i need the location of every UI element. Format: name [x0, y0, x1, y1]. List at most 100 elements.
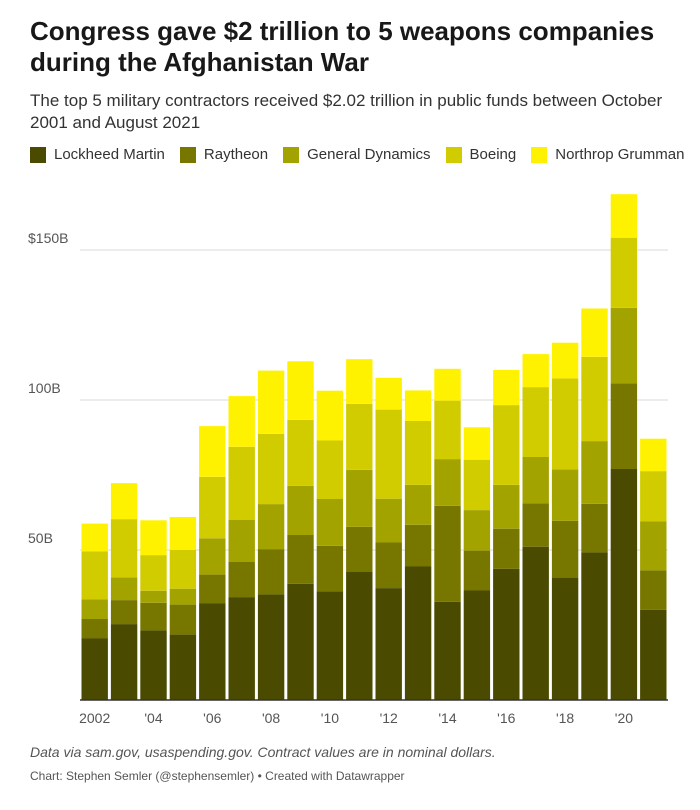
- legend-item: Raytheon: [179, 146, 268, 163]
- bar-segment: [257, 370, 285, 434]
- bar-segment: [346, 469, 373, 527]
- bar-segment: [551, 577, 579, 700]
- source-note: Data via sam.gov, usaspending.gov. Contr…: [30, 744, 496, 760]
- x-tick-label: '16: [497, 710, 515, 726]
- bar-segment: [375, 498, 402, 543]
- bar-segment: [375, 588, 402, 700]
- bar-segment: [610, 469, 638, 700]
- bar-segment: [316, 390, 344, 441]
- chart-title: Congress gave $2 trillion to 5 weapons c…: [30, 16, 655, 77]
- bar-segment: [140, 590, 167, 603]
- x-tick-label: '04: [144, 710, 162, 726]
- bar-segment: [346, 403, 373, 470]
- bar-segment: [81, 551, 108, 600]
- bar-segment: [287, 419, 314, 486]
- legend-label: Northrop Grumman: [555, 146, 685, 163]
- bar-segment: [463, 550, 491, 591]
- bar-segment: [287, 485, 314, 535]
- bar-segment: [493, 568, 520, 700]
- bar-segment: [169, 634, 197, 700]
- bar-segment: [551, 520, 579, 578]
- bar-segment: [110, 519, 138, 578]
- bar-segment: [199, 538, 226, 575]
- bar-segment: [81, 523, 108, 552]
- bar-segment: [81, 619, 108, 639]
- bar-segment: [463, 590, 491, 700]
- bar-segment: [346, 359, 373, 404]
- bar-segment: [228, 446, 255, 520]
- bar-segment: [463, 459, 491, 511]
- bar-segment: [257, 594, 285, 700]
- chart-credit: Chart: Stephen Semler (@stephensemler) •…: [30, 769, 405, 783]
- bar-segment: [316, 545, 344, 592]
- bar-segment: [551, 469, 579, 521]
- x-tick-label: '12: [380, 710, 398, 726]
- x-tick-label: '20: [615, 710, 633, 726]
- bar-segment: [228, 520, 255, 562]
- bar-segment: [287, 361, 314, 420]
- bar-segment: [493, 370, 520, 406]
- stacked-bar-chart: 50B 100B $150B 2002 '04 '06 '08 '10 '12 '14 '16 '18…: [28, 194, 668, 726]
- x-tick-label: '08: [262, 710, 280, 726]
- bar-segment: [493, 405, 520, 485]
- bar-segment: [228, 597, 255, 700]
- bar-segment: [316, 440, 344, 499]
- bar-segment: [610, 194, 638, 238]
- bar-segment: [228, 562, 255, 598]
- x-tick-label: '14: [438, 710, 456, 726]
- legend-item: General Dynamics: [283, 146, 431, 163]
- bar-segment: [640, 438, 667, 472]
- bar-segment: [522, 457, 549, 504]
- bar-segment: [257, 549, 285, 595]
- bar-segment: [640, 521, 667, 571]
- bar-segment: [140, 630, 167, 700]
- bar-segment: [522, 546, 549, 700]
- bar-segment: [199, 426, 226, 477]
- legend-swatch: [531, 146, 548, 163]
- bar-segment: [110, 624, 138, 700]
- bar-segment: [404, 421, 432, 485]
- bar-segment: [581, 503, 608, 553]
- bar-segment: [463, 427, 491, 460]
- bar-segment: [81, 638, 108, 700]
- bar-segment: [257, 504, 285, 550]
- bar-segment: [169, 550, 197, 589]
- bar-segment: [434, 601, 461, 700]
- bar-segment: [140, 520, 167, 556]
- legend-swatch: [30, 146, 46, 163]
- legend-item: Lockheed Martin: [30, 146, 165, 163]
- x-tick-label: '06: [203, 710, 221, 726]
- bar-segment: [375, 542, 402, 589]
- legend: Lockheed Martin Raytheon General Dynamics B…: [30, 146, 690, 163]
- bar-segment: [581, 356, 608, 442]
- bar-segment: [610, 237, 638, 308]
- bar-segment: [493, 528, 520, 569]
- y-tick-label: 50B: [28, 530, 53, 546]
- bar-segment: [375, 409, 402, 499]
- bar-segment: [640, 570, 667, 610]
- bar-segment: [434, 368, 461, 401]
- x-tick-label: '18: [556, 710, 574, 726]
- bar-segment: [287, 583, 314, 700]
- bar-segment: [522, 387, 549, 457]
- bar-segment: [640, 471, 667, 522]
- bar-segment: [434, 400, 461, 460]
- legend-item: Boeing: [445, 146, 516, 163]
- legend-label: General Dynamics: [307, 146, 431, 163]
- bar-segment: [581, 308, 608, 357]
- bar-segment: [199, 574, 226, 604]
- legend-label: Lockheed Martin: [54, 146, 165, 163]
- bar-segment: [551, 342, 579, 379]
- y-tick-label: 100B: [28, 380, 61, 396]
- bar-segment: [199, 476, 226, 539]
- bar-segment: [434, 505, 461, 602]
- y-tick-label: $150B: [28, 230, 68, 246]
- bar-segment: [581, 441, 608, 504]
- bar-segment: [228, 396, 255, 447]
- bar-segment: [169, 588, 197, 605]
- bar-segment: [463, 510, 491, 551]
- legend-item: Northrop Grumman: [531, 146, 684, 163]
- legend-swatch: [179, 146, 196, 163]
- bar-segment: [110, 577, 138, 601]
- bar-segment: [610, 383, 638, 469]
